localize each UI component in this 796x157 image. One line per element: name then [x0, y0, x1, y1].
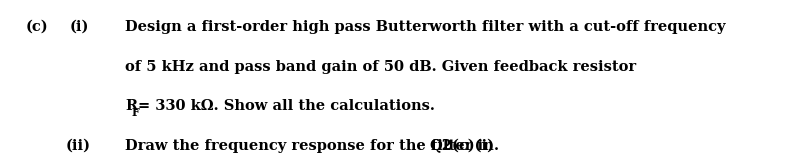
Text: (i): (i): [69, 20, 88, 34]
Text: Draw the frequency response for the filter in: Draw the frequency response for the filt…: [125, 139, 499, 153]
Text: (c): (c): [25, 20, 48, 34]
Text: (ii): (ii): [66, 139, 91, 153]
Text: Q2(c)(i).: Q2(c)(i).: [429, 139, 499, 153]
Text: = 330 kΩ. Show all the calculations.: = 330 kΩ. Show all the calculations.: [138, 99, 435, 113]
Text: Design a first-order high pass Butterworth filter with a cut-off frequency: Design a first-order high pass Butterwor…: [125, 20, 726, 34]
Text: of 5 kHz and pass band gain of 50 dB. Given feedback resistor: of 5 kHz and pass band gain of 50 dB. Gi…: [125, 60, 636, 74]
Text: F: F: [131, 107, 139, 118]
Text: R: R: [125, 99, 137, 113]
